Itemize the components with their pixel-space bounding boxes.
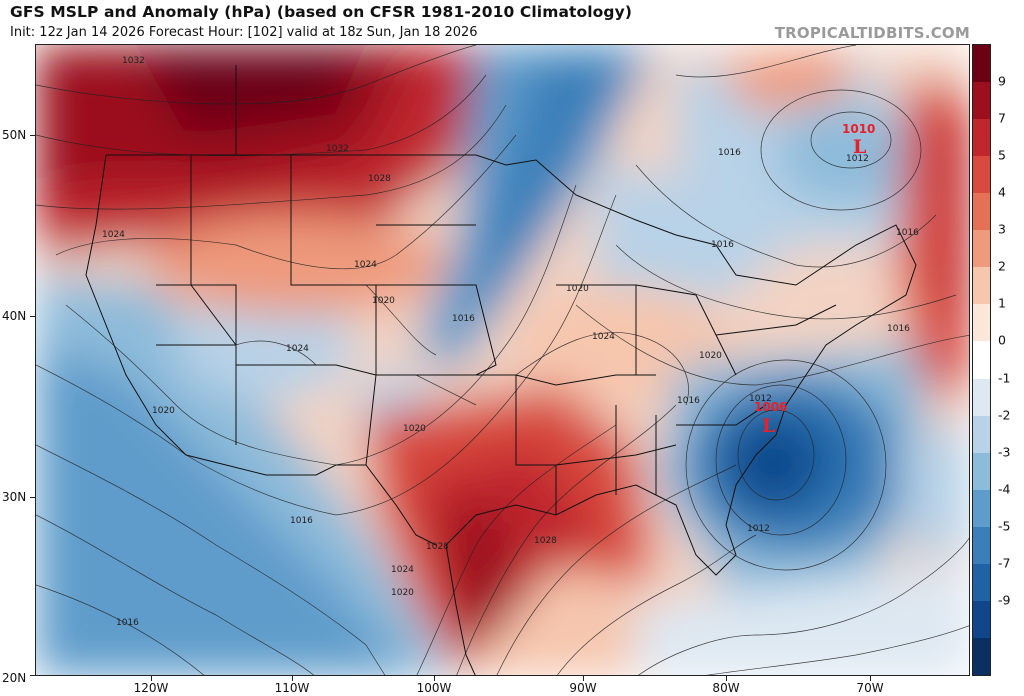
low-pressure-center-north: 1010 L xyxy=(842,122,875,158)
lon-tick xyxy=(726,676,727,681)
lat-label-20n: 20N xyxy=(2,671,27,685)
isobar-label: 1024 xyxy=(102,230,125,240)
isobar-label: 1020 xyxy=(391,588,414,598)
lat-label-30n: 30N xyxy=(2,490,27,504)
isobar-lines xyxy=(36,45,969,675)
lon-tick xyxy=(434,676,435,681)
colorbar-label: 9 xyxy=(998,73,1006,89)
isobar-label: 1016 xyxy=(677,396,700,406)
isobar-label: 1012 xyxy=(846,154,869,164)
isobar-label: 1016 xyxy=(452,314,475,324)
isobar-label: 1020 xyxy=(403,424,426,434)
lon-label-70w: 70W xyxy=(856,681,884,695)
colorbar-segment xyxy=(973,193,990,231)
lat-tick xyxy=(30,135,35,136)
lon-tick xyxy=(151,676,152,681)
colorbar-segment xyxy=(973,415,990,454)
colorbar-label: -9 xyxy=(998,592,1011,608)
colorbar-segment xyxy=(973,82,990,120)
chart-title: GFS MSLP and Anomaly (hPa) (based on CFS… xyxy=(10,3,633,21)
isobar-label: 1028 xyxy=(534,536,557,546)
colorbar-label: 0 xyxy=(998,332,1006,348)
colorbar-label: -2 xyxy=(998,407,1011,423)
low-pressure-value: 1006 xyxy=(754,400,787,414)
isobar-label: 1020 xyxy=(372,296,395,306)
colorbar-label: 7 xyxy=(998,110,1006,126)
isobar-labels: 1032 1032 1028 1028 1028 1024 1024 1024 … xyxy=(102,56,919,628)
colorbar-segment xyxy=(973,230,990,268)
colorbar-segment xyxy=(973,452,990,491)
lat-tick xyxy=(30,497,35,498)
lat-tick xyxy=(30,316,35,317)
lat-label-40n: 40N xyxy=(2,309,27,323)
colorbar-segment xyxy=(973,267,990,305)
low-pressure-value: 1010 xyxy=(842,122,875,136)
anomaly-shading xyxy=(36,45,969,675)
colorbar-label: -7 xyxy=(998,555,1011,571)
colorbar-segment xyxy=(973,45,990,83)
isobar-label: 1016 xyxy=(887,324,910,334)
brand-watermark: TROPICALTIDBITS.COM xyxy=(774,24,970,42)
isobar-label: 1012 xyxy=(747,524,770,534)
colorbar-segment xyxy=(973,526,990,565)
lon-label-90w: 90W xyxy=(569,681,597,695)
colorbar-label: 1 xyxy=(998,295,1006,311)
isobar-label: 1024 xyxy=(286,344,309,354)
colorbar-segment xyxy=(973,156,990,194)
isobar-label: 1016 xyxy=(711,240,734,250)
colorbar-segment xyxy=(973,341,990,380)
colorbar-label: 2 xyxy=(998,258,1006,274)
low-pressure-center-south: 1006 L xyxy=(754,400,787,437)
lon-tick xyxy=(583,676,584,681)
colorbar-segment xyxy=(973,563,990,602)
lon-label-100w: 100W xyxy=(416,681,452,695)
colorbar-segment xyxy=(973,119,990,157)
colorbar-segment xyxy=(973,489,990,528)
boundary-lines xyxy=(85,65,917,675)
isobar-label: 1016 xyxy=(896,228,919,238)
lon-label-110w: 110W xyxy=(274,681,310,695)
colorbar-segment xyxy=(973,600,990,639)
isobar-label: 1028 xyxy=(426,542,449,552)
isobar-label: 1032 xyxy=(122,56,145,66)
colorbar-label: 3 xyxy=(998,221,1006,237)
isobar-label: 1028 xyxy=(368,174,391,184)
lon-tick xyxy=(870,676,871,681)
chart-subtitle: Init: 12z Jan 14 2026 Forecast Hour: [10… xyxy=(10,25,478,40)
colorbar-label: -4 xyxy=(998,481,1011,497)
colorbar-label: -3 xyxy=(998,444,1011,460)
isobar-label: 1032 xyxy=(326,144,349,154)
lon-tick xyxy=(292,676,293,681)
isobar-label: 1020 xyxy=(152,406,175,416)
isobar-label: 1024 xyxy=(391,565,414,575)
colorbar-label: -5 xyxy=(998,518,1011,534)
isobar-label: 1020 xyxy=(699,351,722,361)
lon-label-80w: 80W xyxy=(712,681,740,695)
colorbar-segment xyxy=(973,378,990,417)
isobar-label: 1012 xyxy=(749,394,772,404)
low-pressure-symbol: L xyxy=(762,415,775,437)
isobar-label: 1024 xyxy=(354,260,377,270)
isobar-label: 1016 xyxy=(290,516,313,526)
colorbar-segment xyxy=(973,304,990,342)
lat-label-50n: 50N xyxy=(2,128,27,142)
colorbar-label: 5 xyxy=(998,147,1006,163)
colorbar-label: -1 xyxy=(998,370,1011,386)
colorbar-label: 4 xyxy=(998,184,1006,200)
low-pressure-symbol: L xyxy=(853,136,866,158)
mslp-anomaly-map: 1032 1032 1028 1028 1028 1024 1024 1024 … xyxy=(35,44,970,676)
isobar-label: 1016 xyxy=(718,148,741,158)
anomaly-colorbar xyxy=(972,44,991,676)
isobar-label: 1024 xyxy=(592,332,615,342)
colorbar-segment xyxy=(973,637,990,676)
isobar-label: 1020 xyxy=(566,284,589,294)
isobar-label: 1016 xyxy=(116,618,139,628)
lat-tick xyxy=(30,675,35,676)
lon-label-120w: 120W xyxy=(133,681,169,695)
